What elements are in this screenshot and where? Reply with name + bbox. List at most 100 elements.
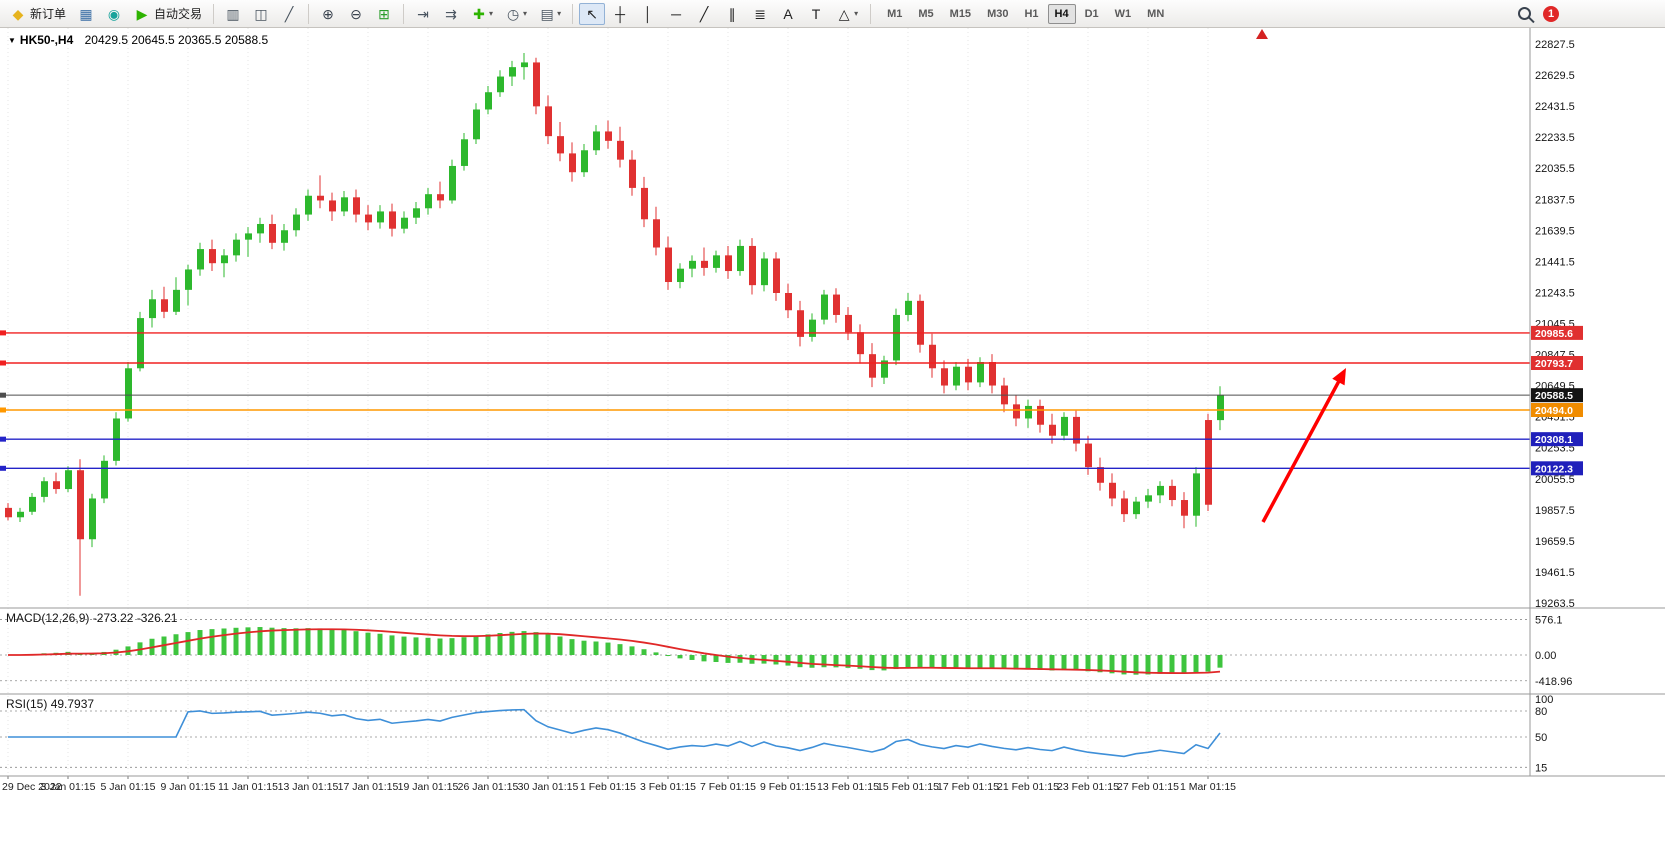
timeframe-mn[interactable]: MN xyxy=(1147,7,1165,20)
candle-body xyxy=(677,268,684,283)
macd-main-value: -273.22 xyxy=(92,611,134,625)
timeframe-m15[interactable]: M15 xyxy=(949,7,972,20)
candle-body xyxy=(521,62,528,68)
vertical-line-button[interactable]: │ xyxy=(635,3,661,25)
new-order-button[interactable]: ◆ 新订单 xyxy=(5,3,71,25)
chart-shift-button[interactable]: ⇥ xyxy=(410,3,436,25)
candle-body xyxy=(161,299,168,312)
timeframe-m30[interactable]: M30 xyxy=(987,7,1009,20)
candle-body xyxy=(245,233,252,240)
candle-body xyxy=(953,366,960,386)
candle-body xyxy=(185,269,192,290)
timeframe-h4[interactable]: H4 xyxy=(1047,3,1076,24)
crosshair-tool-icon: ✚ xyxy=(473,5,485,22)
data-window-button[interactable]: ◉ xyxy=(101,3,127,25)
line-chart-icon: ╱ xyxy=(284,5,294,22)
candle-body xyxy=(317,195,324,201)
candle-body xyxy=(749,245,756,286)
toolbar-separator xyxy=(572,3,574,24)
candle-body xyxy=(797,310,804,337)
candle-body xyxy=(233,239,240,256)
time-axis-label: 27 Feb 01:15 xyxy=(1117,781,1179,793)
candle-body xyxy=(881,360,888,378)
candle-body xyxy=(869,354,876,378)
autotrading-button[interactable]: ▶ 自动交易 xyxy=(129,3,207,25)
trend-arrow[interactable] xyxy=(1261,375,1343,523)
candle-body xyxy=(497,76,504,93)
zoom-out-icon: ⊖ xyxy=(350,5,362,22)
candle-body xyxy=(965,366,972,383)
candlestick-chart-button[interactable]: ◫ xyxy=(248,3,274,25)
market-watch-button[interactable]: ▦ xyxy=(73,3,99,25)
time-axis-label: 1 Mar 01:15 xyxy=(1180,781,1236,793)
candle-body xyxy=(569,153,576,173)
toolbar-separator xyxy=(308,3,310,24)
trend-arrow-head[interactable] xyxy=(1332,368,1346,386)
zoom-in-icon: ⊕ xyxy=(322,5,334,22)
bar-chart-button[interactable]: ▥ xyxy=(220,3,246,25)
fibonacci-button[interactable]: ≣ xyxy=(747,3,773,25)
price-axis-label: 21837.5 xyxy=(1535,194,1575,206)
timeframe-m5[interactable]: M5 xyxy=(918,7,934,20)
candle-body xyxy=(1205,420,1212,505)
notification-badge[interactable]: 1 xyxy=(1543,5,1559,22)
dropdown-arrow-icon[interactable]: ▾ xyxy=(489,9,494,18)
candle-body xyxy=(821,294,828,320)
candle-body xyxy=(1157,485,1164,496)
time-axis-label: 3 Jan 01:15 xyxy=(41,781,96,793)
candle-body xyxy=(377,211,384,223)
auto-scroll-button[interactable]: ⇉ xyxy=(438,3,464,25)
candle-body xyxy=(509,67,516,77)
candle-body xyxy=(53,481,60,490)
text-tool-button[interactable]: A xyxy=(775,3,801,25)
horizontal-line-button[interactable]: ─ xyxy=(663,3,689,25)
resistance-line-upper-badge-label: 20985.6 xyxy=(1535,328,1573,340)
trendline-button[interactable]: ╱ xyxy=(691,3,717,25)
time-axis-label: 13 Jan 01:15 xyxy=(278,781,339,793)
candle-body xyxy=(197,249,204,270)
time-axis-label: 13 Feb 01:15 xyxy=(817,781,879,793)
price-axis-label: 22431.5 xyxy=(1535,101,1575,113)
cursor-tool-button[interactable]: ↖ xyxy=(579,2,606,25)
time-axis-label: 3 Feb 01:15 xyxy=(640,781,696,793)
dropdown-arrow-icon[interactable]: ▾ xyxy=(557,9,562,18)
label-tool-button[interactable]: T xyxy=(803,3,829,25)
new-order-icon: ◆ xyxy=(12,5,24,22)
timeframe-m1[interactable]: M1 xyxy=(887,7,903,20)
period-button[interactable]: ◷ ▾ xyxy=(500,3,532,25)
crosshair-button[interactable]: ┼ xyxy=(607,3,633,25)
support-line-blue-upper-badge xyxy=(1531,432,1583,447)
candle-body xyxy=(437,194,444,201)
timeframe-w1[interactable]: W1 xyxy=(1114,7,1132,20)
indicators-button[interactable]: ▤ ▾ xyxy=(534,3,566,25)
line-chart-button[interactable]: ╱ xyxy=(276,3,302,25)
channel-button[interactable]: ∥ xyxy=(719,3,745,25)
crosshair-tool-button[interactable]: ✚ ▾ xyxy=(466,3,498,25)
search-icon[interactable] xyxy=(1518,7,1531,20)
timeframe-d1[interactable]: D1 xyxy=(1084,7,1099,20)
rsi-axis-label: 15 xyxy=(1535,762,1547,774)
rsi-line xyxy=(8,708,1221,758)
dropdown-arrow-icon[interactable]: ▾ xyxy=(523,9,528,18)
candle-body xyxy=(581,150,588,173)
zoom-in-button[interactable]: ⊕ xyxy=(315,3,341,25)
dropdown-arrow-icon[interactable]: ▾ xyxy=(854,9,859,18)
text-tool-icon: A xyxy=(783,5,793,22)
candle-body xyxy=(1013,404,1020,419)
timeframe-h1[interactable]: H1 xyxy=(1024,7,1039,20)
indicators-icon: ▤ xyxy=(540,5,554,22)
tile-windows-button[interactable]: ⊞ xyxy=(371,3,397,25)
horizontal-line-icon: ─ xyxy=(671,5,682,22)
candle-body xyxy=(725,255,732,272)
market-watch-icon: ▦ xyxy=(79,5,93,22)
candle-body xyxy=(29,496,36,512)
zoom-out-button[interactable]: ⊖ xyxy=(343,3,369,25)
candle-body xyxy=(785,292,792,311)
symbol-collapse-icon[interactable]: ▼ xyxy=(8,36,16,46)
candle-body xyxy=(449,165,456,201)
shapes-button[interactable]: △ ▾ xyxy=(831,3,863,25)
candle-body xyxy=(125,368,132,419)
macd-axis-label: 0.00 xyxy=(1535,650,1556,662)
price-axis-label: 19659.5 xyxy=(1535,536,1575,548)
